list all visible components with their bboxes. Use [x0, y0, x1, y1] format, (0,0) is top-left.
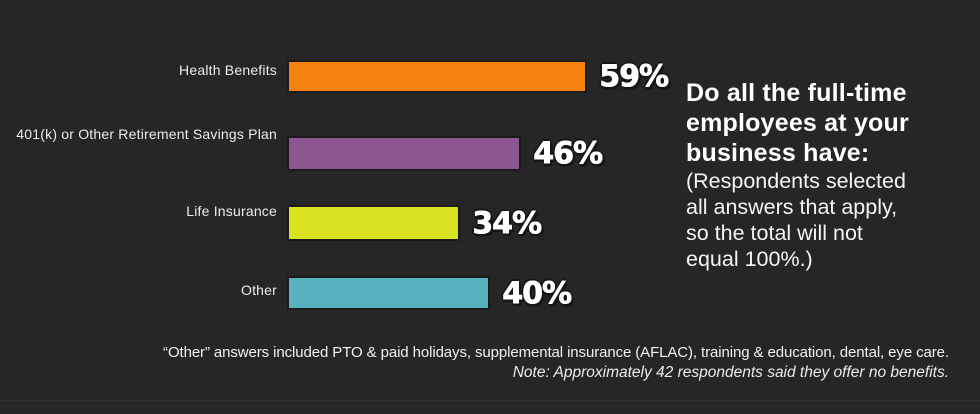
value-label-retirement-plan: 46%	[533, 136, 603, 171]
chart-title-line-1: Do all the full-time	[686, 79, 907, 107]
value-label-health-benefits: 59%	[599, 59, 669, 94]
bar-row-other: 40%	[287, 275, 572, 311]
category-label-health-benefits: Health Benefits	[179, 62, 277, 78]
chart-subtitle-line-2: all answers that apply,	[686, 195, 898, 219]
chart-subtitle-line-4: equal 100%.)	[686, 247, 813, 271]
bar-life-insurance	[287, 205, 460, 241]
bar-health-benefits	[287, 60, 587, 93]
footnotes: “Other” answers included PTO & paid holi…	[163, 343, 949, 383]
footnote-no-benefits: Note: Approximately 42 respondents said …	[512, 364, 949, 381]
bar-row-health-benefits: 59%	[287, 59, 669, 94]
bar-row-life-insurance: 34%	[287, 205, 542, 241]
bottom-divider-line	[0, 400, 980, 401]
value-label-other: 40%	[502, 275, 572, 311]
chart-title-line-3: business have:	[686, 139, 870, 167]
question-panel: Do all the full-time employees at your b…	[686, 78, 966, 272]
category-label-other: Other	[240, 282, 277, 298]
category-label-retirement-plan: 401(k) or Other Retirement Savings Plan	[16, 126, 277, 142]
bar-row-retirement-plan: 46%	[287, 136, 603, 171]
bar-retirement-plan	[287, 136, 521, 171]
bar-other	[287, 276, 490, 310]
value-label-life-insurance: 34%	[472, 205, 542, 241]
chart-subtitle-line-1: (Respondents selected	[686, 169, 906, 193]
chart-title-line-2: employees at your	[686, 109, 909, 137]
category-label-life-insurance: Life Insurance	[186, 203, 277, 219]
footnote-other-answers: “Other” answers included PTO & paid holi…	[163, 344, 949, 361]
chart-subtitle-line-3: so the total will not	[686, 221, 863, 245]
